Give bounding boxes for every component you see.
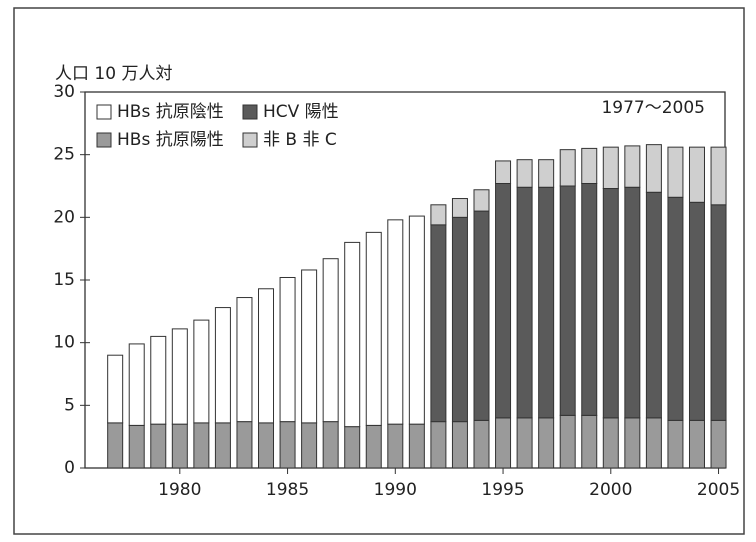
bar-segment [430, 204, 447, 226]
legend-label: 非 B 非 C [263, 130, 337, 150]
bar-segment [301, 269, 318, 424]
bar-segment [430, 224, 447, 423]
y-tick-label: 15 [53, 270, 75, 290]
bar-segment [688, 419, 705, 469]
legend-swatch [242, 104, 258, 120]
bar-segment [128, 424, 145, 469]
bar-segment [128, 343, 145, 426]
bar-segment [279, 421, 296, 469]
bar-segment [624, 417, 641, 469]
bar-segment [688, 201, 705, 421]
legend-swatch [96, 132, 112, 148]
bar-segment [559, 149, 576, 187]
bar-segment [581, 182, 598, 416]
bar-segment [538, 186, 555, 419]
bar-segment [602, 417, 619, 469]
legend-label: HCV 陽性 [263, 102, 339, 122]
bar-segment [387, 219, 404, 425]
bar-segment [107, 354, 124, 424]
bar-segment [365, 424, 382, 469]
bar-segment [344, 241, 361, 428]
x-tick-label: 1980 [158, 480, 201, 500]
bar-segment [624, 145, 641, 188]
bar-segment [538, 159, 555, 188]
bar-segment [430, 421, 447, 469]
bar-segment [581, 147, 598, 184]
bar-segment [150, 335, 167, 425]
bar-segment [645, 417, 662, 469]
x-tick-label: 1995 [481, 480, 524, 500]
bar-segment [301, 422, 318, 469]
bar-segment [602, 146, 619, 190]
bar-segment [171, 423, 188, 469]
bar-segment [214, 422, 231, 469]
bar-segment [473, 189, 490, 212]
bar-segment [516, 417, 533, 469]
bar-segment [107, 422, 124, 469]
bar-segment [602, 188, 619, 419]
bar-segment [236, 297, 253, 423]
bar-segment [516, 186, 533, 419]
y-tick-label: 10 [53, 333, 75, 353]
bar-segment [322, 258, 339, 423]
bar-segment [214, 307, 231, 424]
bar-segment [322, 421, 339, 469]
bar-segment [451, 421, 468, 469]
bar-segment [193, 319, 210, 424]
legend-label: HBs 抗原陰性 [117, 102, 224, 122]
bar-segment [344, 426, 361, 469]
bar-segment [645, 191, 662, 419]
bar-segment [581, 414, 598, 469]
bar-segment [451, 216, 468, 423]
bar-segment [150, 423, 167, 469]
bar-segment [495, 417, 512, 469]
bar-segment [451, 198, 468, 218]
legend-swatch [242, 132, 258, 148]
bar-segment [538, 417, 555, 469]
y-tick-label: 25 [53, 145, 75, 165]
bar-segment [387, 423, 404, 469]
bar-segment [193, 422, 210, 469]
bar-segment [495, 182, 512, 419]
bar-segment [710, 419, 727, 469]
annotation: 1977〜2005 [601, 98, 705, 118]
bar-segment [710, 146, 727, 206]
bar-segment [279, 276, 296, 423]
x-tick-label: 2005 [697, 480, 740, 500]
bar-segment [258, 288, 275, 424]
bar-segment [667, 196, 684, 421]
x-tick-label: 1990 [374, 480, 417, 500]
legend-swatch [96, 104, 112, 120]
bar-segment [710, 204, 727, 421]
legend-label: HBs 抗原陽性 [117, 130, 224, 150]
y-axis-label: 人口 10 万人対 [55, 64, 172, 84]
bar-segment [516, 159, 533, 188]
bar-segment [365, 231, 382, 426]
bar-segment [667, 146, 684, 198]
outer-frame [13, 7, 745, 535]
bar-segment [258, 422, 275, 469]
y-tick-label: 30 [53, 82, 75, 102]
bar-segment [473, 210, 490, 421]
x-tick-label: 1985 [266, 480, 309, 500]
bar-segment [624, 186, 641, 419]
bar-segment [495, 160, 512, 184]
y-tick-label: 5 [64, 395, 75, 415]
bar-segment [645, 144, 662, 193]
y-tick-label: 20 [53, 207, 75, 227]
bar-segment [171, 328, 188, 425]
y-tick-label: 0 [64, 458, 75, 478]
bar-segment [559, 185, 576, 416]
x-tick-label: 2000 [589, 480, 632, 500]
bar-segment [408, 215, 425, 425]
bar-segment [559, 414, 576, 469]
bar-segment [408, 423, 425, 469]
bar-segment [688, 146, 705, 203]
bar-segment [236, 421, 253, 469]
bar-segment [667, 419, 684, 469]
bar-segment [473, 419, 490, 469]
